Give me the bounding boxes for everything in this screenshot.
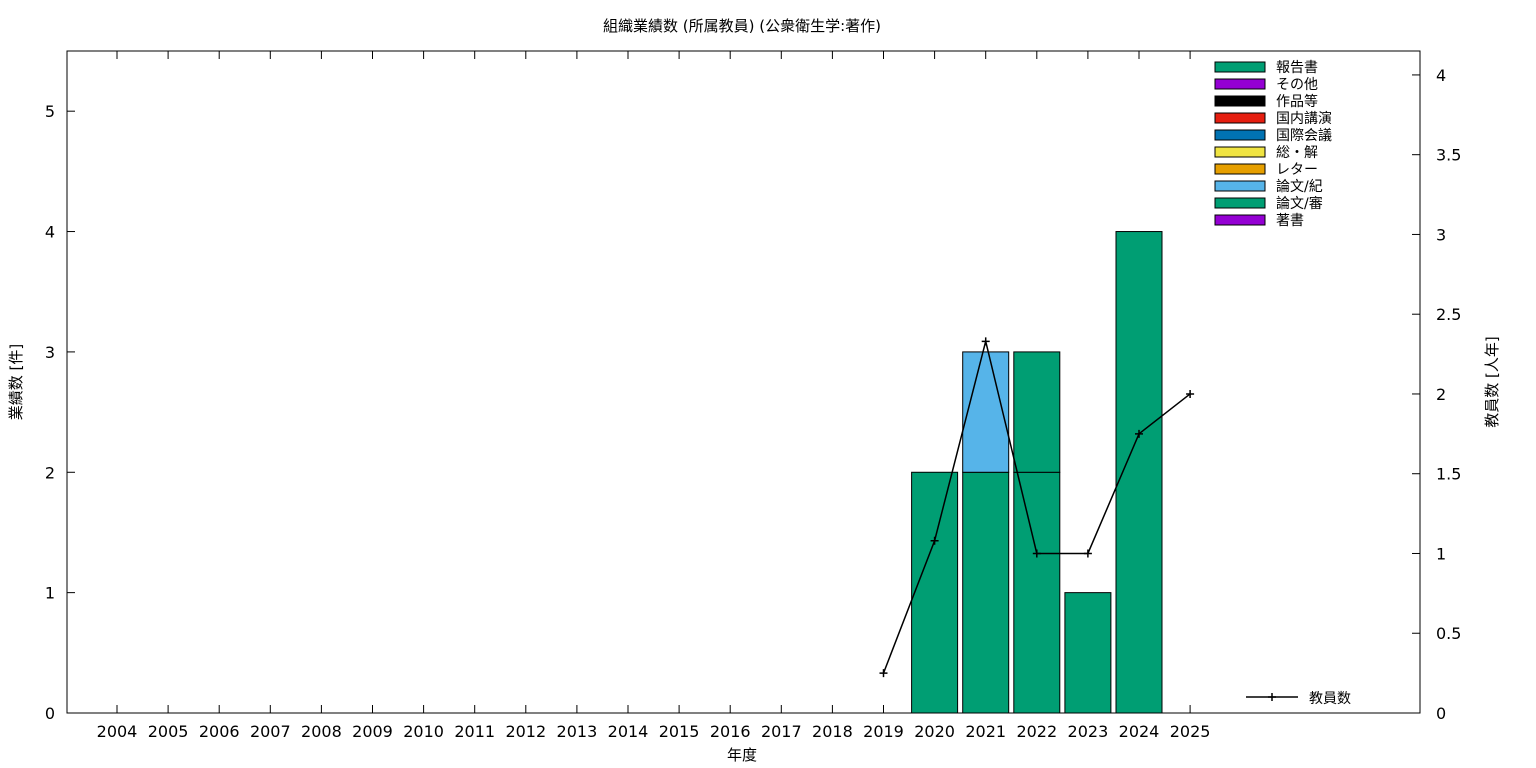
faculty-count-point-2021 [981,337,990,346]
x-tick-label-2005: 2005 [148,722,189,741]
line-legend: 教員数 [1246,691,1351,707]
y2-tick-label-1: 1 [1436,544,1446,563]
x-tick-label-2010: 2010 [403,722,444,741]
legend-label-4: 国際会議 [1276,127,1332,144]
x-axis-label: 年度 [727,746,757,764]
y2-tick-label-3.5: 3.5 [1436,146,1461,165]
bar-2024-series-0 [1115,231,1163,714]
x-tick-label-2018: 2018 [812,722,853,741]
axis-ticks: 0 1 2 3 4 5 0 0.5 1 1.5 2 2.5 3 3.5 4 2004 2005 2006 2007 2… [45,51,1461,741]
x-tick-label-2016: 2016 [710,722,751,741]
legend-swatch-3 [1214,112,1266,124]
x-tick-label-2024: 2024 [1119,722,1160,741]
y-tick-label-2: 2 [45,463,55,482]
x-tick-label-2007: 2007 [250,722,291,741]
y2-tick-label-3: 3 [1436,225,1446,244]
line-legend-marker [1268,693,1276,701]
bar-2021-series-1 [962,351,1010,473]
x-tick-label-2014: 2014 [608,722,649,741]
x-tick-label-2011: 2011 [454,722,495,741]
legend-swatch-0 [1214,61,1266,73]
y2-tick-label-2: 2 [1436,385,1446,404]
legend-label-9: 著書 [1276,213,1304,229]
y2-tick-label-1.5: 1.5 [1436,465,1461,484]
y2-axis-label: 教員数 [人年] [1483,336,1501,427]
x-tick-label-2013: 2013 [557,722,598,741]
legend-swatch-8 [1214,197,1266,209]
legend-swatch-7 [1214,180,1266,192]
y-axis-label: 業績数 [件] [7,344,25,420]
faculty-count-point-2025 [1186,389,1195,398]
y-tick-label-0: 0 [45,704,55,723]
x-tick-label-2017: 2017 [761,722,802,741]
y-tick-label-3: 3 [45,343,55,362]
x-tick-label-2019: 2019 [863,722,904,741]
x-tick-label-2020: 2020 [914,722,955,741]
faculty-count-point-2020 [930,536,939,545]
line-legend-label: 教員数 [1309,691,1351,707]
legend-label-0: 報告書 [1276,60,1318,76]
legend-label-5: 総・解 [1276,145,1318,161]
faculty-count-point-2019 [879,669,888,678]
bar-2020-series-0 [911,471,959,714]
y2-tick-label-0: 0 [1436,704,1446,723]
x-tick-label-2004: 2004 [97,722,138,741]
legend-label-2: 作品等 [1276,93,1318,110]
x-tick-label-2022: 2022 [1016,722,1057,741]
y-tick-label-4: 4 [45,223,55,242]
legend-swatch-5 [1214,146,1266,158]
legend-label-1: その他 [1276,77,1318,93]
faculty-count-line [879,337,1195,678]
legend-label-7: 論文/紀 [1276,179,1323,195]
y-tick-label-1: 1 [45,584,55,603]
legend-label-8: 論文/審 [1276,196,1323,212]
bar-2022-series-2 [1013,351,1061,473]
bar-2022-series-0 [1013,471,1061,714]
faculty-count-point-2024 [1135,429,1143,438]
x-tick-label-2015: 2015 [659,722,700,741]
legend-swatch-4 [1214,129,1266,141]
x-tick-label-2006: 2006 [199,722,240,741]
x-tick-label-2025: 2025 [1170,722,1211,741]
legend-swatch-1 [1214,78,1266,90]
x-tick-label-2021: 2021 [965,722,1006,741]
x-tick-label-2012: 2012 [505,722,546,741]
faculty-count-point-2022 [1032,549,1041,558]
legend-swatch-6 [1214,163,1266,175]
legend-label-3: 国内講演 [1276,111,1332,127]
plot-area [66,50,1421,714]
faculty-count-point-2023 [1083,549,1092,558]
y2-tick-label-0.5: 0.5 [1436,624,1461,643]
y2-tick-label-2.5: 2.5 [1436,305,1461,324]
y-tick-label-5: 5 [45,102,55,121]
bars [911,231,1163,714]
chart-title: 組織業績数 (所属教員) (公衆衛生学:著作) [603,17,881,35]
y2-tick-label-4: 4 [1436,66,1446,85]
bar-2021-series-0 [962,471,1010,714]
legend-swatch-9 [1214,214,1266,226]
x-tick-label-2009: 2009 [352,722,393,741]
legend-label-6: レター [1276,162,1318,178]
x-tick-label-2008: 2008 [301,722,342,741]
x-tick-label-2023: 2023 [1068,722,1109,741]
legend-swatch-2 [1214,95,1266,107]
bar-2023-series-0 [1064,592,1112,714]
